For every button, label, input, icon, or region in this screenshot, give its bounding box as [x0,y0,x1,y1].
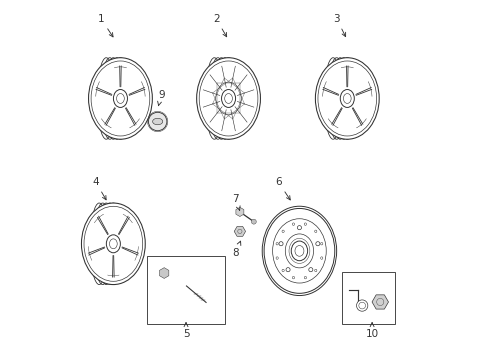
Ellipse shape [196,58,260,139]
Circle shape [315,242,319,246]
Text: 1: 1 [98,14,113,37]
Ellipse shape [81,203,145,284]
Circle shape [297,226,301,230]
Circle shape [356,300,367,311]
Circle shape [251,219,256,224]
Ellipse shape [221,90,235,107]
Ellipse shape [88,58,152,139]
Ellipse shape [304,276,306,279]
Text: 5: 5 [183,323,189,339]
Text: 9: 9 [157,90,164,106]
Ellipse shape [315,58,378,139]
Circle shape [308,267,312,272]
Ellipse shape [106,235,120,253]
Ellipse shape [314,230,316,233]
Ellipse shape [113,90,127,107]
FancyBboxPatch shape [157,269,195,300]
Circle shape [148,112,166,131]
Ellipse shape [292,223,294,225]
Text: 3: 3 [333,14,345,37]
Text: 4: 4 [92,177,106,200]
Ellipse shape [320,257,322,259]
Ellipse shape [275,243,278,245]
Circle shape [279,242,283,246]
Ellipse shape [320,243,322,245]
Ellipse shape [304,223,306,225]
Text: 2: 2 [212,14,226,37]
Ellipse shape [262,206,336,296]
Ellipse shape [282,230,284,233]
Ellipse shape [314,269,316,272]
Bar [341,272,394,324]
Text: 6: 6 [274,177,290,200]
Ellipse shape [264,208,334,293]
Ellipse shape [152,118,163,125]
Ellipse shape [275,257,278,259]
Ellipse shape [291,241,307,261]
Ellipse shape [340,90,354,107]
Ellipse shape [292,276,294,279]
Text: 7: 7 [232,194,240,210]
Text: 8: 8 [232,241,240,258]
Ellipse shape [282,269,284,272]
Bar [147,256,224,324]
Circle shape [285,267,289,272]
Text: 10: 10 [365,323,378,339]
